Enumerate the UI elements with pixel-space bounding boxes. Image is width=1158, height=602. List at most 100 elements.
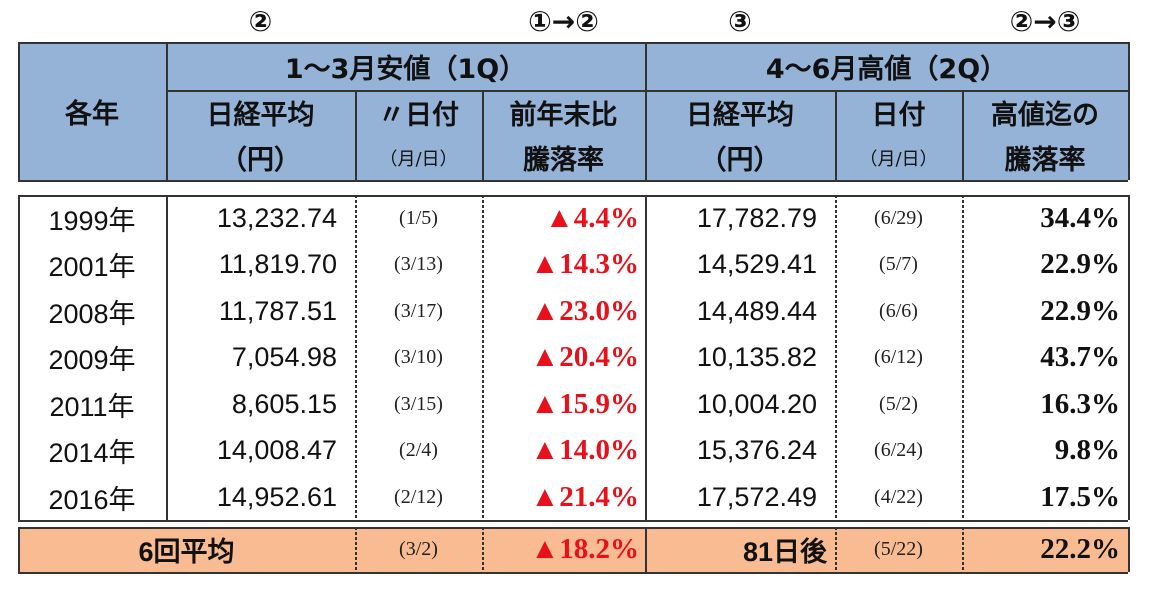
change-2q: 16.3%: [1040, 387, 1120, 420]
header-background: [18, 42, 1128, 180]
low-date: (3/17): [394, 299, 443, 322]
high-date: (5/2): [879, 392, 918, 415]
year: 2011年: [49, 391, 135, 422]
high-date: (5/7): [879, 253, 918, 276]
border-line: [18, 572, 1128, 574]
average-days: 81日後: [742, 537, 827, 567]
high-date: (6/12): [874, 346, 923, 369]
high-date: (6/6): [879, 299, 918, 322]
border-line: [482, 195, 484, 520]
high-price: 17,572.49: [696, 481, 817, 512]
border-line: [482, 90, 484, 180]
border-line: [355, 527, 357, 572]
border-line: [835, 527, 837, 572]
change-1q: ▲15.9%: [530, 387, 639, 420]
border-line: [962, 90, 964, 180]
border-line: [962, 527, 964, 572]
change-1q: ▲14.0%: [530, 434, 639, 467]
low-price: 13,232.74: [216, 202, 337, 233]
border-line: [835, 90, 837, 180]
high-price: 15,376.24: [696, 435, 817, 466]
low-price: 7,054.98: [231, 342, 337, 373]
change-1q: ▲21.4%: [530, 480, 639, 513]
low-date: (2/12): [394, 485, 443, 508]
year: 2016年: [48, 484, 136, 515]
low-date: (2/4): [399, 439, 438, 462]
change-2q: 22.9%: [1040, 248, 1120, 281]
high-price: 14,529.41: [696, 249, 817, 280]
high-price: 10,004.20: [696, 388, 817, 419]
header-column: （月/日）: [859, 148, 938, 170]
column-marker: ②→③: [1009, 4, 1081, 38]
border-line: [18, 195, 20, 520]
header-column: 〃日付: [378, 100, 459, 131]
header-column: 日経平均: [686, 100, 794, 131]
average-change: ▲18.2%: [530, 533, 639, 565]
change-1q: ▲14.3%: [530, 248, 639, 281]
header-column: （円）: [699, 145, 781, 176]
border-line: [645, 527, 647, 572]
average-label: 6回平均: [138, 537, 235, 567]
border-line: [18, 42, 1128, 44]
border-line: [166, 42, 168, 180]
average-date: (5/22): [874, 538, 923, 560]
border-line: [18, 180, 1128, 182]
year: 2009年: [48, 345, 136, 376]
low-date: (3/10): [394, 346, 443, 369]
column-marker: ②: [248, 4, 273, 38]
change-2q: 17.5%: [1040, 480, 1120, 513]
header-group: 4～6月高値（2Q）: [765, 53, 1008, 85]
border-line: [166, 90, 1128, 92]
border-line: [166, 195, 168, 520]
average-change: 22.2%: [1040, 533, 1120, 565]
low-price: 14,952.61: [216, 481, 337, 512]
border-line: [482, 527, 484, 572]
low-price: 11,787.51: [218, 295, 337, 326]
border-line: [835, 195, 837, 520]
header-column: 日付: [871, 100, 926, 131]
high-price: 10,135.82: [696, 342, 817, 373]
low-date: (1/5): [399, 206, 438, 229]
header-column: （円）: [220, 145, 301, 176]
border-line: [962, 195, 964, 520]
border-line: [1128, 42, 1130, 180]
border-line: [18, 195, 1128, 197]
border-line: [645, 195, 647, 520]
year: 2008年: [48, 298, 136, 329]
change-1q: ▲20.4%: [530, 341, 639, 374]
header-column: 騰落率: [1004, 145, 1086, 176]
average-background: [18, 527, 1128, 572]
border-line: [18, 42, 20, 180]
column-marker: ③: [728, 4, 752, 38]
border-line: [355, 195, 357, 520]
border-line: [1128, 527, 1130, 572]
change-2q: 43.7%: [1040, 341, 1120, 374]
change-2q: 22.9%: [1040, 294, 1120, 327]
low-price: 8,605.15: [231, 388, 337, 419]
border-line: [18, 527, 20, 572]
high-date: (6/24): [874, 439, 923, 462]
border-line: [18, 520, 1128, 522]
border-line: [355, 90, 357, 180]
border-line: [1128, 195, 1130, 520]
low-price: 14,008.47: [216, 435, 337, 466]
year: 2014年: [48, 438, 136, 469]
low-date: (3/15): [394, 392, 443, 415]
header-column: 前年末比: [509, 100, 618, 131]
change-2q: 9.8%: [1054, 434, 1120, 467]
border-line: [18, 527, 1128, 529]
change-2q: 34.4%: [1040, 201, 1120, 234]
change-1q: ▲23.0%: [530, 294, 639, 327]
average-date: (3/2): [399, 538, 438, 560]
year: 2001年: [48, 252, 136, 283]
low-date: (3/13): [394, 253, 443, 276]
high-price: 17,782.79: [696, 202, 817, 233]
border-line: [645, 42, 647, 180]
high-date: (4/22): [874, 485, 923, 508]
high-price: 14,489.44: [696, 295, 817, 326]
header-column: （月/日）: [379, 148, 458, 170]
year: 1999年: [48, 205, 136, 236]
low-price: 11,819.70: [218, 249, 337, 280]
high-date: (6/29): [874, 206, 923, 229]
